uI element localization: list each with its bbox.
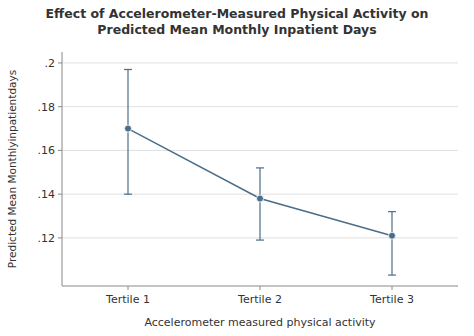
x-tick-label: Tertile 2 — [237, 293, 282, 306]
error-bar — [388, 212, 396, 275]
error-bar — [124, 69, 132, 194]
x-tick-label: Tertile 3 — [369, 293, 414, 306]
y-axis-label: Predicted Mean Monthlyinpatientdays — [6, 70, 18, 268]
title: Effect of Accelerometer-Measured Physica… — [46, 6, 429, 37]
title-line: Predicted Mean Monthly Inpatient Days — [97, 22, 376, 37]
y-tick — [58, 237, 62, 238]
title-line: Effect of Accelerometer-Measured Physica… — [46, 6, 429, 21]
x-tick — [392, 286, 393, 290]
error-bar-stem — [259, 168, 260, 240]
chart: .12 .14 .16 .18 .2 Tertile 1 Tertile 2 Tertile … — [0, 0, 474, 336]
error-bar-cap — [124, 69, 132, 70]
point — [389, 232, 396, 239]
x-axis-label: Accelerometer measured physical activity — [144, 316, 376, 329]
y-tick — [58, 106, 62, 107]
y-axis — [62, 52, 63, 286]
y-tick-label: .16 — [38, 144, 56, 157]
error-bar — [256, 168, 264, 240]
y-tick-label: .2 — [45, 57, 56, 70]
error-bar-cap — [388, 211, 396, 212]
error-bar-cap — [256, 239, 264, 240]
point — [125, 125, 132, 132]
y-tick-label: .14 — [38, 188, 56, 201]
x-tick-label: Tertile 1 — [105, 293, 150, 306]
plot-area — [124, 69, 396, 275]
error-bar-cap — [256, 167, 264, 168]
grid-line — [62, 106, 458, 107]
grid-line — [62, 150, 458, 151]
y-tick — [58, 150, 62, 151]
y-tick — [58, 62, 62, 63]
error-bar-cap — [124, 194, 132, 195]
y-tick — [58, 194, 62, 195]
x-tick — [260, 286, 261, 290]
grid-line — [62, 62, 458, 63]
error-bar-cap — [388, 274, 396, 275]
y-tick-label: .12 — [38, 232, 56, 245]
x-tick — [128, 286, 129, 290]
y-tick-label: .18 — [38, 101, 56, 114]
point — [257, 195, 264, 202]
error-bar-stem — [391, 212, 392, 275]
